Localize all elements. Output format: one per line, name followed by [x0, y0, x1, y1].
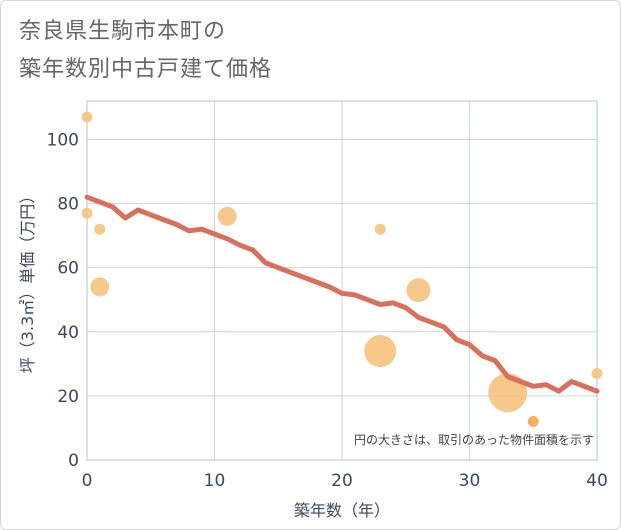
data-point: [81, 111, 93, 123]
x-tick-label: 0: [82, 471, 93, 491]
x-tick-label: 10: [204, 471, 226, 491]
y-tick-label: 20: [57, 387, 79, 407]
data-point: [90, 277, 110, 297]
y-axis-label: 坪（3.3㎡）単価（万円）: [18, 188, 37, 373]
chart-title: 奈良県生駒市本町の 築年数別中古戸建て価格: [19, 13, 272, 89]
y-tick-label: 0: [68, 451, 79, 471]
data-point: [527, 416, 539, 428]
data-point: [364, 335, 397, 368]
data-point: [374, 223, 386, 235]
x-axis-label: 築年数（年）: [294, 501, 390, 520]
data-point: [94, 223, 106, 235]
x-tick-label: 20: [331, 471, 353, 491]
y-tick-label: 100: [47, 130, 79, 150]
plot-border: [86, 100, 598, 461]
data-point: [217, 206, 237, 226]
data-point: [591, 367, 603, 379]
trend-line: [84, 194, 600, 394]
x-tick-label: 40: [586, 471, 608, 491]
size-note: 円の大きさは、取引のあった物件面積を示す: [354, 432, 594, 447]
y-tick-label: 80: [57, 195, 79, 215]
y-tick-label: 40: [57, 323, 79, 343]
title-line-1: 奈良県生駒市本町の: [19, 19, 227, 44]
title-line-2: 築年数別中古戸建て価格: [19, 57, 273, 82]
y-tick-label: 60: [57, 259, 79, 279]
x-tick-label: 30: [459, 471, 481, 491]
data-point: [81, 207, 93, 219]
data-point: [406, 278, 431, 303]
